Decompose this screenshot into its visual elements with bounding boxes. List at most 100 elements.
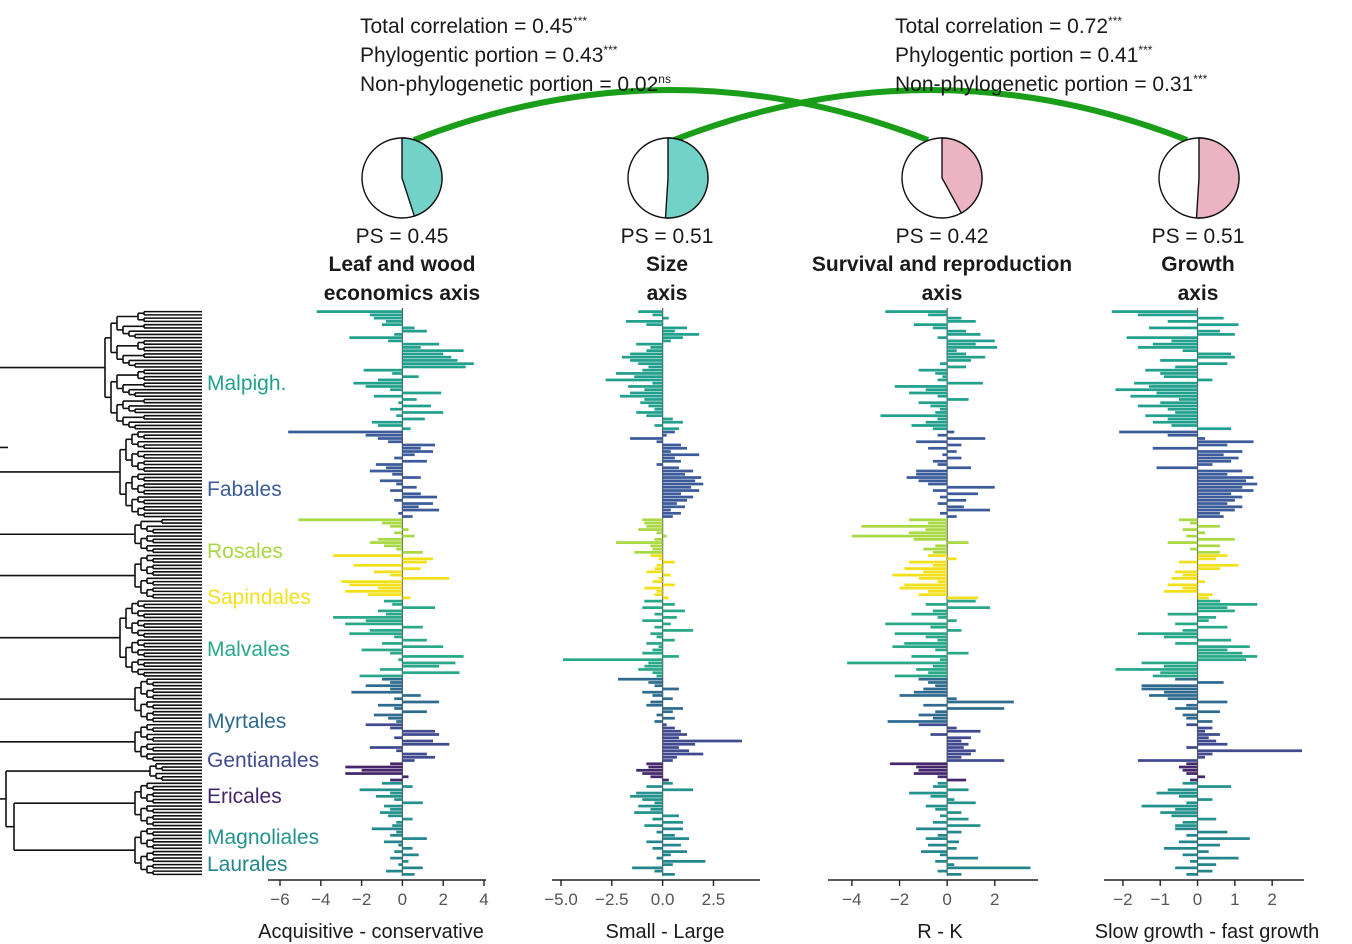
bar: [652, 846, 663, 850]
bar: [1197, 459, 1232, 463]
bar: [1175, 824, 1198, 827]
bar: [662, 814, 679, 818]
bar: [662, 453, 700, 457]
bar: [1156, 466, 1198, 470]
bar: [1163, 690, 1198, 694]
bar: [402, 528, 409, 531]
bar: [402, 560, 427, 564]
bar: [930, 794, 948, 798]
bar: [662, 433, 667, 437]
bar: [1197, 476, 1254, 479]
x-tick-label: −2: [1113, 890, 1132, 909]
nonphylo-portion-right: Non-phylogenetic portion = 0.31***: [895, 72, 1208, 96]
bar: [402, 453, 415, 457]
bar: [909, 560, 948, 564]
bar: [1141, 661, 1198, 665]
bar: [396, 482, 403, 486]
bar: [1134, 381, 1198, 385]
bar: [390, 388, 403, 392]
bar: [662, 446, 688, 450]
bar: [1197, 508, 1235, 512]
bar: [1137, 632, 1198, 636]
bar: [402, 752, 427, 756]
bar: [918, 593, 948, 596]
bar: [662, 752, 704, 756]
bar: [382, 323, 403, 327]
bar: [384, 840, 403, 844]
bar: [928, 671, 948, 675]
bar: [650, 632, 663, 636]
bar: [662, 339, 671, 343]
bar: [930, 733, 948, 736]
bar: [644, 521, 663, 525]
bar: [402, 596, 411, 600]
bar: [923, 547, 948, 551]
bar: [904, 583, 948, 587]
bar: [662, 788, 694, 792]
bar: [925, 528, 948, 531]
bar: [394, 850, 403, 853]
bar: [394, 456, 403, 460]
bar: [1186, 762, 1198, 766]
bar: [640, 401, 663, 405]
bar: [656, 563, 663, 567]
bar: [909, 531, 948, 535]
bar: [636, 791, 663, 795]
bar: [662, 781, 673, 785]
x-tick-label: −2: [352, 890, 371, 909]
trait-panels: −6 −4 −2 0 2 4 −5.0 −2.5 0.0 2.5 −4 −2 0 2 −2 −1 0 1 2: [268, 308, 1304, 909]
bar: [892, 645, 948, 649]
bar: [937, 833, 948, 837]
bar: [662, 459, 681, 463]
bar: [349, 583, 403, 587]
bar: [632, 866, 663, 870]
bar: [394, 531, 403, 535]
bar: [1197, 616, 1217, 619]
ps-pie-1: [627, 137, 709, 219]
bar: [656, 830, 663, 834]
bar: [1197, 850, 1209, 853]
bar: [642, 606, 663, 610]
bar: [930, 404, 948, 408]
bar: [937, 463, 948, 466]
bar: [1167, 583, 1198, 587]
bar: [925, 635, 948, 639]
bar: [947, 320, 976, 323]
bar: [930, 625, 948, 629]
bar: [947, 485, 995, 489]
bar: [382, 642, 403, 645]
bar: [630, 437, 663, 440]
bar: [662, 505, 685, 509]
bar: [662, 420, 683, 424]
bar: [394, 707, 403, 710]
bar: [1197, 625, 1228, 629]
bar: [375, 463, 403, 466]
bar: [662, 629, 694, 632]
bar: [638, 362, 663, 366]
bar: [947, 866, 1031, 870]
bar: [947, 365, 967, 369]
bar: [662, 739, 742, 743]
bar: [1197, 531, 1205, 535]
bar: [402, 342, 440, 346]
bar: [351, 690, 403, 694]
bar: [402, 853, 419, 857]
bar: [1197, 463, 1213, 466]
bar: [662, 778, 669, 782]
bar: [377, 437, 403, 440]
bar: [916, 440, 948, 444]
bar: [937, 781, 948, 785]
x-tick-label: 0: [1193, 890, 1202, 909]
bar: [650, 700, 663, 704]
bar: [1197, 739, 1217, 743]
bar: [634, 811, 663, 814]
bar: [940, 407, 948, 411]
bar: [644, 586, 663, 590]
bar: [940, 362, 948, 366]
bar: [646, 785, 663, 788]
bar: [642, 368, 663, 372]
bar: [1186, 534, 1198, 538]
bar: [1178, 560, 1198, 564]
bar: [662, 853, 671, 857]
